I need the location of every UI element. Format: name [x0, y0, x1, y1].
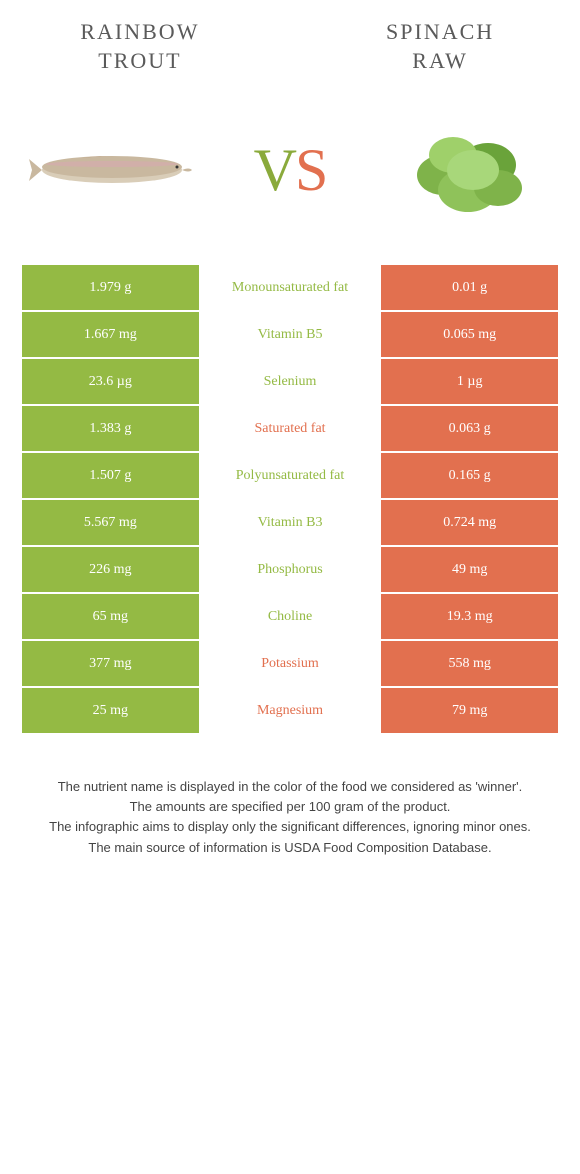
- nutrient-label: Selenium: [201, 359, 380, 406]
- left-value: 226 mg: [22, 547, 201, 594]
- comparison-table: 1.979 gMonounsaturated fat0.01 g1.667 mg…: [22, 265, 558, 735]
- table-row: 1.383 gSaturated fat0.063 g: [22, 406, 558, 453]
- left-value: 1.507 g: [22, 453, 201, 500]
- vs-s: S: [295, 137, 326, 203]
- right-value: 558 mg: [379, 641, 558, 688]
- right-value: 0.063 g: [379, 406, 558, 453]
- footer-line4: The main source of information is USDA F…: [26, 838, 554, 858]
- left-value: 1.383 g: [22, 406, 201, 453]
- left-value: 1.979 g: [22, 265, 201, 312]
- right-value: 1 µg: [379, 359, 558, 406]
- nutrient-label: Vitamin B3: [201, 500, 380, 547]
- vs-v: V: [254, 137, 295, 203]
- right-value: 49 mg: [379, 547, 558, 594]
- table-row: 5.567 mgVitamin B30.724 mg: [22, 500, 558, 547]
- table-row: 65 mgCholine19.3 mg: [22, 594, 558, 641]
- left-title-line1: Rainbow: [80, 19, 199, 44]
- right-value: 0.724 mg: [379, 500, 558, 547]
- left-value: 25 mg: [22, 688, 201, 735]
- left-value: 23.6 µg: [22, 359, 201, 406]
- table-row: 1.979 gMonounsaturated fat0.01 g: [22, 265, 558, 312]
- nutrient-label: Vitamin B5: [201, 312, 380, 359]
- footer-line2: The amounts are specified per 100 gram o…: [26, 797, 554, 817]
- table-row: 226 mgPhosphorus49 mg: [22, 547, 558, 594]
- header: Rainbow trout Spinach raw: [22, 18, 558, 75]
- right-value: 0.165 g: [379, 453, 558, 500]
- right-title-line1: Spinach: [386, 19, 494, 44]
- left-value: 5.567 mg: [22, 500, 201, 547]
- table-row: 25 mgMagnesium79 mg: [22, 688, 558, 735]
- left-title-line2: trout: [98, 48, 181, 73]
- footer-line1: The nutrient name is displayed in the co…: [26, 777, 554, 797]
- infographic: Rainbow trout Spinach raw VS: [0, 0, 580, 876]
- left-value: 1.667 mg: [22, 312, 201, 359]
- table-row: 1.507 gPolyunsaturated fat0.165 g: [22, 453, 558, 500]
- left-food-title: Rainbow trout: [22, 18, 258, 75]
- right-food-title: Spinach raw: [322, 18, 558, 75]
- vs-label: VS: [254, 136, 327, 205]
- right-title-line2: raw: [412, 48, 468, 73]
- images-row: VS: [22, 115, 558, 225]
- nutrient-label: Monounsaturated fat: [201, 265, 380, 312]
- right-value: 0.065 mg: [379, 312, 558, 359]
- left-food-image: [27, 115, 197, 225]
- table-row: 377 mgPotassium558 mg: [22, 641, 558, 688]
- nutrient-label: Polyunsaturated fat: [201, 453, 380, 500]
- right-value: 0.01 g: [379, 265, 558, 312]
- footer-notes: The nutrient name is displayed in the co…: [22, 777, 558, 858]
- right-value: 79 mg: [379, 688, 558, 735]
- nutrient-label: Saturated fat: [201, 406, 380, 453]
- table-row: 1.667 mgVitamin B50.065 mg: [22, 312, 558, 359]
- table-row: 23.6 µgSelenium1 µg: [22, 359, 558, 406]
- nutrient-label: Potassium: [201, 641, 380, 688]
- right-value: 19.3 mg: [379, 594, 558, 641]
- nutrient-label: Phosphorus: [201, 547, 380, 594]
- nutrient-label: Magnesium: [201, 688, 380, 735]
- left-value: 65 mg: [22, 594, 201, 641]
- right-food-image: [383, 115, 553, 225]
- left-value: 377 mg: [22, 641, 201, 688]
- nutrient-label: Choline: [201, 594, 380, 641]
- footer-line3: The infographic aims to display only the…: [26, 817, 554, 837]
